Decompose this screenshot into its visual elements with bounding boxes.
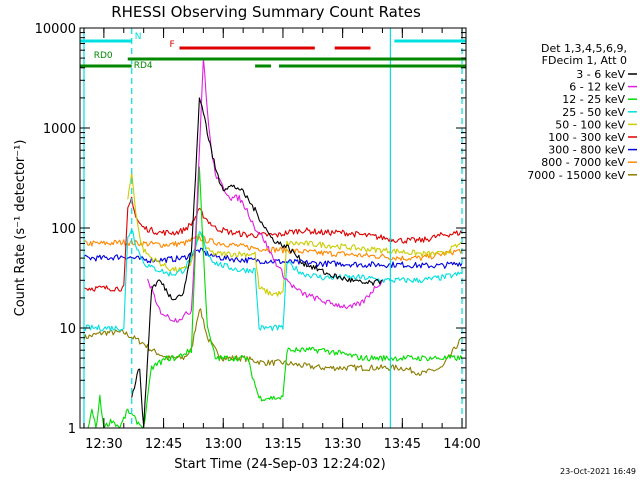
x-tick-label-3: 13:15 xyxy=(264,437,301,452)
annotation-label-rd4: RD4 xyxy=(134,61,153,71)
legend-entry-label-2: 12 - 25 keV xyxy=(562,93,625,106)
x-axis-label: Start Time (24-Sep-03 12:24:02) xyxy=(174,457,385,472)
y-tick-label-4: 10000 xyxy=(35,22,76,37)
legend-entry-label-6: 300 - 800 keV xyxy=(548,144,625,157)
series-line-7 xyxy=(83,235,463,261)
x-tick-label-2: 13:00 xyxy=(205,437,242,452)
legend-entry-label-0: 3 - 6 keV xyxy=(576,68,625,81)
series-line-4 xyxy=(127,171,463,297)
legend-entry-label-4: 50 - 100 keV xyxy=(555,118,625,131)
x-tick-label-1: 12:45 xyxy=(145,437,182,452)
series-line-6 xyxy=(83,247,463,269)
y-tick-label-1: 10 xyxy=(59,322,76,337)
legend-entry-label-1: 6 - 12 keV xyxy=(569,81,625,94)
y-tick-label-3: 1000 xyxy=(43,122,76,137)
date-stamp: 23-Oct-2021 16:49 xyxy=(560,467,636,476)
y-tick-label-0: 1 xyxy=(68,422,76,437)
series-line-0 xyxy=(131,97,383,428)
y-tick-label-2: 100 xyxy=(51,222,76,237)
legend-entry-label-7: 800 - 7000 keV xyxy=(541,156,625,169)
series-layer xyxy=(83,57,463,429)
legend-header-0: Det 1,3,4,5,6,9, xyxy=(541,42,627,55)
legend-header-1: FDecim 1, Att 0 xyxy=(542,54,627,67)
legend-entry-label-5: 100 - 300 keV xyxy=(548,131,625,144)
annotation-label-rd0: RD0 xyxy=(94,51,113,61)
legend-entry-label-8: 7000 - 15000 keV xyxy=(527,169,625,182)
axes-layer: 1 10 100 1000 10000 12:30 12:45 13:00 13:15 13:30… xyxy=(35,22,481,452)
x-tick-label-5: 13:45 xyxy=(384,437,421,452)
x-tick-label-6: 14:00 xyxy=(443,437,480,452)
legend: Det 1,3,4,5,6,9,FDecim 1, Att 03 - 6 keV… xyxy=(527,42,637,182)
x-tick-label-4: 13:30 xyxy=(324,437,361,452)
chart-title: RHESSI Observing Summary Count Rates xyxy=(111,3,421,21)
series-line-1 xyxy=(147,57,383,323)
series-line-2 xyxy=(87,166,463,429)
legend-entry-label-3: 25 - 50 keV xyxy=(562,106,625,119)
series-line-8 xyxy=(83,308,463,376)
series-line-3 xyxy=(83,228,463,332)
annotation-label-f: F xyxy=(169,40,174,50)
annotation-label-n: N xyxy=(135,32,142,42)
y-axis-label: Count Rate (s⁻¹ detector⁻¹) xyxy=(13,140,28,317)
series-line-5 xyxy=(83,196,463,292)
x-tick-label-0: 12:30 xyxy=(85,437,122,452)
